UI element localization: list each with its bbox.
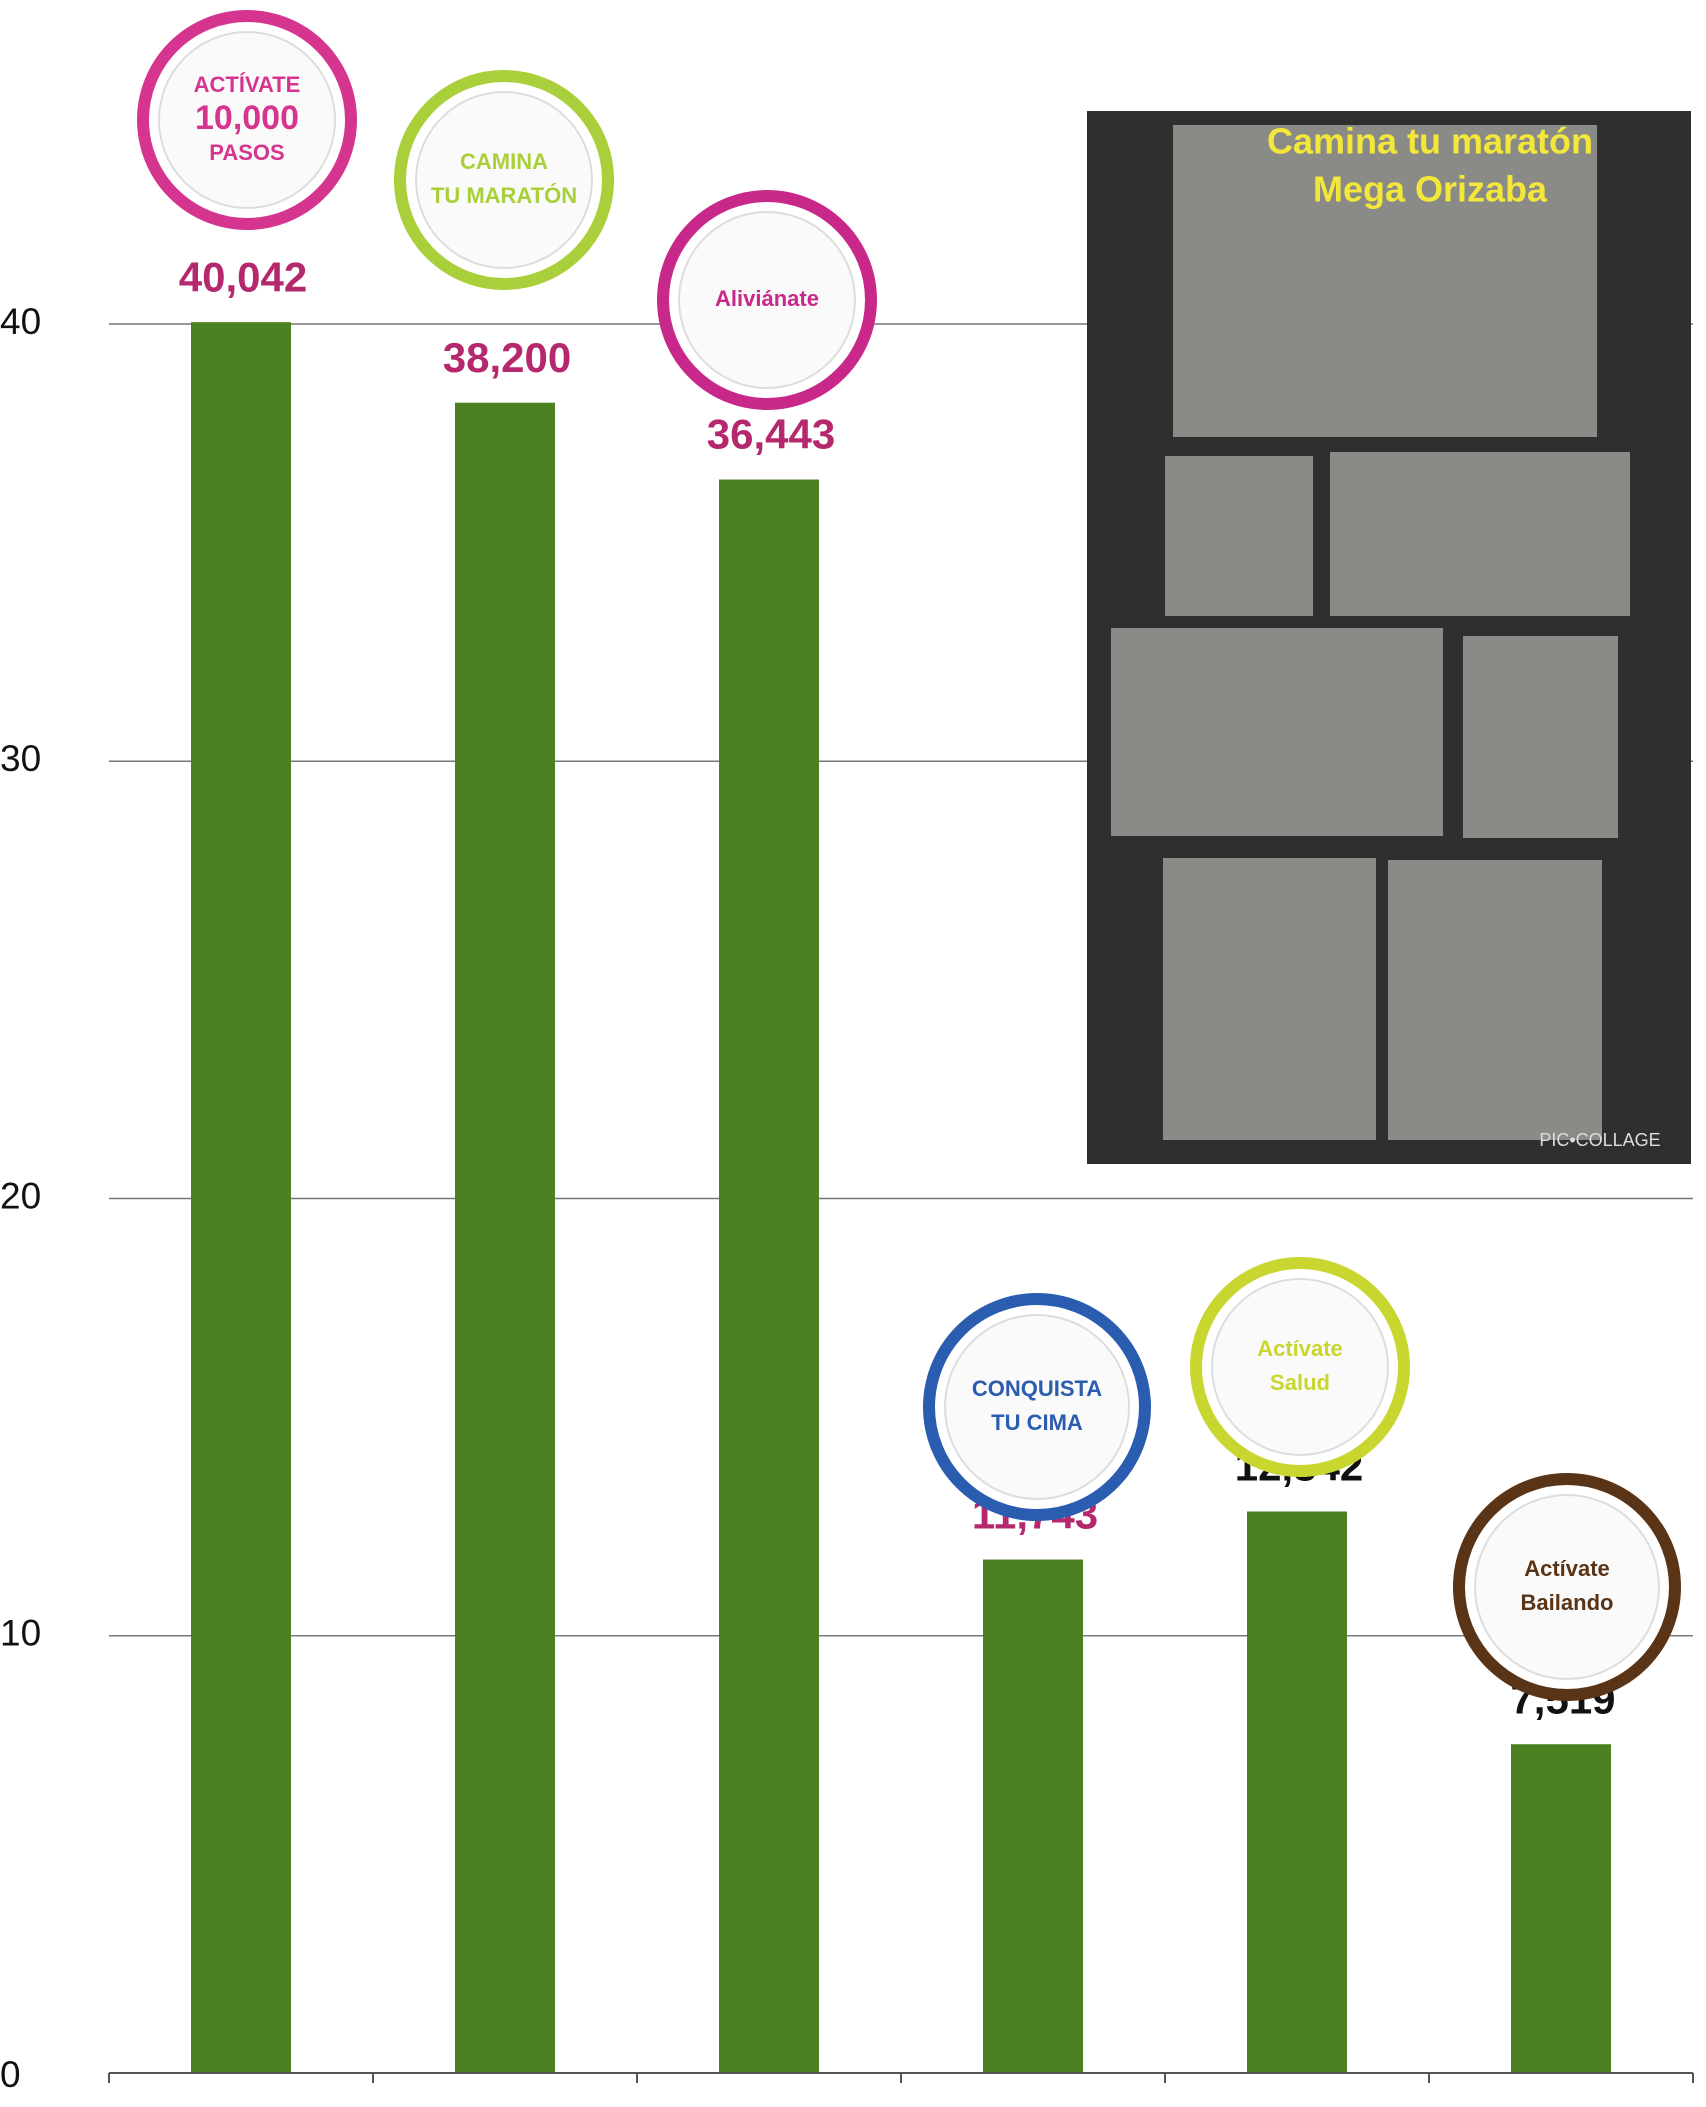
photo <box>1165 456 1313 616</box>
badge-text: TU CIMA <box>991 1410 1083 1435</box>
value-label: 38,200 <box>443 334 571 381</box>
value-label: 36,443 <box>707 411 835 458</box>
badge-text: Bailando <box>1521 1590 1614 1615</box>
bar <box>191 322 291 2073</box>
y-tick-label: 20 <box>0 1175 41 1216</box>
y-tick-label: 30 <box>0 738 41 779</box>
chart: 0 10 20 30 40 Camina tu maratón Mega Orizaba PI… <box>0 0 1706 2107</box>
photo <box>1388 860 1602 1140</box>
collage-title: Camina tu maratón <box>1267 121 1593 162</box>
bar <box>455 403 555 2073</box>
bar <box>719 480 819 2073</box>
value-label: 40,042 <box>179 253 307 300</box>
badge-inner <box>1212 1279 1388 1455</box>
badge-text: PASOS <box>209 140 284 165</box>
badge-text: Salud <box>1270 1370 1330 1395</box>
badge-text: Actívate <box>1257 1336 1343 1361</box>
collage-title: Mega Orizaba <box>1313 169 1548 210</box>
y-tick-label: 0 <box>0 2054 21 2095</box>
badge-inner <box>945 1315 1129 1499</box>
photo <box>1163 858 1376 1140</box>
bar <box>1247 1511 1347 2073</box>
badge-text: 10,000 <box>195 99 299 137</box>
badge-text: CAMINA <box>460 149 548 174</box>
badge-text: Aliviánate <box>715 286 819 311</box>
badge-text: CONQUISTA <box>972 1376 1102 1401</box>
badge-text: Actívate <box>1524 1556 1610 1581</box>
photo <box>1330 452 1630 616</box>
badge-inner <box>416 92 592 268</box>
badge-inner <box>1475 1495 1659 1679</box>
photo <box>1463 636 1618 838</box>
collage-footer: PIC•COLLAGE <box>1539 1130 1660 1150</box>
badge-text: ACTÍVATE <box>194 72 301 97</box>
y-tick-label: 10 <box>0 1613 41 1654</box>
bar <box>983 1560 1083 2073</box>
badge-text: TU MARATÓN <box>431 183 577 208</box>
y-tick-label: 40 <box>0 301 41 342</box>
bar <box>1511 1744 1611 2073</box>
photo <box>1111 628 1443 836</box>
